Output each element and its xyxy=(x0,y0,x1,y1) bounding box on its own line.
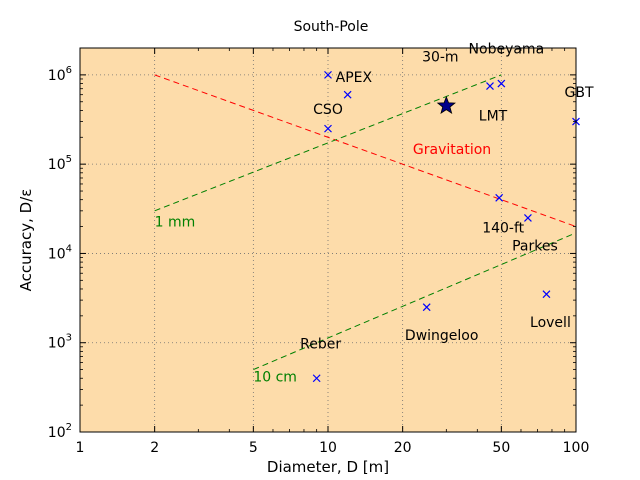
point-cso xyxy=(324,124,332,133)
y-tick-label: 103 xyxy=(48,333,72,352)
y-tick-label: 102 xyxy=(48,422,72,441)
line-10-cm xyxy=(253,232,577,371)
point-south-pole xyxy=(324,70,332,79)
point-label-lovell: Lovell xyxy=(530,315,571,331)
x-axis-label: Diameter, D [m] xyxy=(267,458,389,476)
marker-stroke xyxy=(524,213,532,222)
x-tick-label: 50 xyxy=(492,440,510,456)
point-140-ft xyxy=(495,193,504,202)
marker-stroke xyxy=(343,90,352,99)
y-tick-label: 106 xyxy=(48,65,72,84)
x-tick-label: 5 xyxy=(249,440,258,456)
point-reber xyxy=(312,374,321,383)
point-nobeyama xyxy=(497,79,506,88)
line-label-1-mm: 1 mm xyxy=(155,215,196,231)
x-tick-label: 20 xyxy=(394,440,412,456)
marker-stroke xyxy=(312,374,321,383)
point-label-140-ft: 140-ft xyxy=(482,220,524,236)
point-lovell xyxy=(542,290,551,299)
point-dwingeloo xyxy=(422,303,431,312)
trend-lines: Gravitation 1 mm 10 cm xyxy=(154,74,577,385)
marker-stroke xyxy=(324,124,332,133)
point-lmt xyxy=(486,82,494,90)
data-points: South-Pole APEX CSO Nobeyama LMT GBT 140-ft Par… xyxy=(294,19,594,383)
point-label-dwingeloo: Dwingeloo xyxy=(405,328,479,344)
x-tick-label: 1 xyxy=(76,440,85,456)
y-tick-label: 105 xyxy=(48,154,72,173)
point-label-south-pole: South-Pole xyxy=(294,19,369,35)
point-label-nobeyama: Nobeyama xyxy=(469,42,545,58)
line-label-10-cm: 10 cm xyxy=(253,369,297,385)
point-parkes xyxy=(524,213,532,222)
line-gravitation xyxy=(154,74,577,228)
highlight-label: 30-m xyxy=(422,50,459,66)
y-tick-label: 104 xyxy=(48,243,72,262)
axis-ticks: 1 2 5 10 20 50 100 102 103 104 105 106 xyxy=(48,48,590,456)
point-label-apex: APEX xyxy=(336,70,373,86)
point-label-reber: Reber xyxy=(300,336,341,352)
x-tick-label: 10 xyxy=(319,440,337,456)
point-label-parkes: Parkes xyxy=(512,239,558,255)
marker-stroke xyxy=(497,79,506,88)
highlight-star xyxy=(436,95,456,115)
y-axis-label: Accuracy, D/ε xyxy=(17,189,35,292)
line-1-mm xyxy=(154,74,502,212)
x-tick-label: 100 xyxy=(563,440,590,456)
marker-stroke xyxy=(324,70,332,79)
point-label-gbt: GBT xyxy=(564,85,593,101)
marker-stroke xyxy=(422,303,431,312)
x-tick-label: 2 xyxy=(150,440,159,456)
marker-stroke xyxy=(542,290,551,299)
marker-stroke xyxy=(495,193,504,202)
marker-stroke xyxy=(486,82,494,90)
point-label-lmt: LMT xyxy=(479,108,508,124)
point-apex xyxy=(343,90,352,99)
point-label-cso: CSO xyxy=(313,102,343,118)
line-label-gravitation: Gravitation xyxy=(413,142,491,158)
